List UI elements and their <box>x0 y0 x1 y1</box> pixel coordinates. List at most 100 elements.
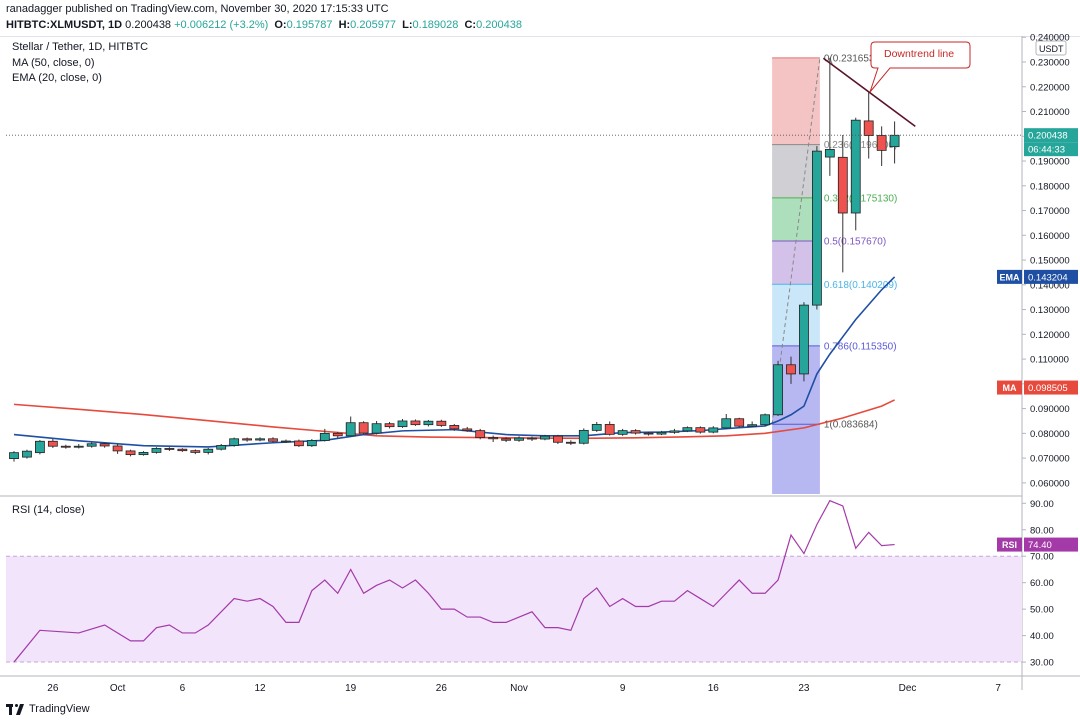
rsi-tick-label: 90.00 <box>1030 499 1054 510</box>
price-badge-value: 74.40 <box>1028 540 1052 551</box>
fib-trend-dashed <box>771 57 821 425</box>
candle-down[interactable] <box>358 422 369 434</box>
candle-up[interactable] <box>591 424 602 431</box>
candle-up[interactable] <box>812 150 822 306</box>
candle-up[interactable] <box>319 432 330 441</box>
candle-up[interactable] <box>397 420 408 428</box>
candle-down[interactable] <box>527 437 537 440</box>
fib-zone <box>772 57 820 145</box>
price-tick-label: 0.090000 <box>1030 404 1070 415</box>
candle-up[interactable] <box>86 443 97 447</box>
candle-up[interactable] <box>255 438 265 441</box>
rsi-legend[interactable]: RSI (14, close) <box>12 504 85 516</box>
candle-up[interactable] <box>578 429 589 444</box>
candle-up[interactable] <box>35 440 45 454</box>
badge-tag-label: MA <box>1003 383 1017 393</box>
candle-down[interactable] <box>501 438 512 441</box>
price-tick-label: 0.110000 <box>1030 355 1069 366</box>
open-value: 0.195787 <box>286 19 333 31</box>
candle-up[interactable] <box>138 452 149 456</box>
candle-up[interactable] <box>747 424 758 427</box>
candle-down[interactable] <box>99 443 110 447</box>
candle-up[interactable] <box>721 418 732 429</box>
candle-down[interactable] <box>190 450 201 453</box>
candle-down[interactable] <box>47 440 58 447</box>
candle-up[interactable] <box>760 414 770 426</box>
fib-level-label: 0.786(0.115350) <box>824 341 897 352</box>
high-value: 0.205977 <box>350 19 397 31</box>
price-tick-label: 0.180000 <box>1030 181 1070 192</box>
candle-up[interactable] <box>850 119 861 214</box>
rsi-line[interactable] <box>13 499 895 663</box>
ma-legend[interactable]: MA (50, close, 0) <box>12 57 95 69</box>
candle-down[interactable] <box>293 440 304 447</box>
candle-up[interactable] <box>203 448 214 453</box>
candle-down[interactable] <box>837 156 848 214</box>
candle-up[interactable] <box>229 438 240 446</box>
candle-down[interactable] <box>384 423 395 428</box>
candle-down[interactable] <box>553 435 563 443</box>
candle-down[interactable] <box>449 425 460 430</box>
candle-up[interactable] <box>371 423 382 434</box>
price-badge <box>1024 537 1078 552</box>
candle-up[interactable] <box>669 430 680 433</box>
chart-title-legend: Stellar / Tether, 1D, HITBTC <box>12 41 149 53</box>
candle-up[interactable] <box>9 452 19 459</box>
annotation-callout[interactable] <box>869 41 971 93</box>
candle-down[interactable] <box>125 450 136 456</box>
candle-down[interactable] <box>734 418 745 427</box>
candle-up[interactable] <box>773 364 783 416</box>
candle-up[interactable] <box>73 445 84 448</box>
candle-up[interactable] <box>540 435 550 440</box>
candle-down[interactable] <box>268 438 278 442</box>
candle-down[interactable] <box>112 445 123 452</box>
candle-up[interactable] <box>306 440 317 447</box>
rsi-tick-label: 50.00 <box>1030 605 1054 616</box>
fib-zone <box>772 241 820 285</box>
footer: TradingView <box>6 703 90 715</box>
candle-up[interactable] <box>824 148 835 158</box>
downtrend-line[interactable] <box>822 57 916 128</box>
candle-down[interactable] <box>462 428 473 432</box>
ema-legend[interactable]: EMA (20, close, 0) <box>12 72 102 84</box>
candle-down[interactable] <box>630 430 641 434</box>
candle-down[interactable] <box>410 420 421 426</box>
candle-down[interactable] <box>436 420 447 426</box>
candle-down[interactable] <box>604 424 615 435</box>
candle-up[interactable] <box>345 422 356 437</box>
candle-up[interactable] <box>281 440 291 443</box>
candle-up[interactable] <box>708 427 719 433</box>
time-tick-label: Dec <box>899 683 917 694</box>
high-label: H: <box>338 19 351 31</box>
candle-down[interactable] <box>786 364 796 375</box>
time-tick-label: 16 <box>708 683 720 694</box>
candle-down[interactable] <box>643 432 654 435</box>
candle-down[interactable] <box>876 135 887 151</box>
fib-zone <box>772 284 820 346</box>
candle-down[interactable] <box>488 437 499 440</box>
candle-down[interactable] <box>695 427 706 433</box>
badge-tag <box>997 380 1022 395</box>
last-price: 0.200438 <box>125 19 172 31</box>
candle-up[interactable] <box>682 427 693 432</box>
candle-down[interactable] <box>863 120 874 136</box>
candle-up[interactable] <box>151 448 162 453</box>
candle-up[interactable] <box>799 304 809 375</box>
candle-down[interactable] <box>565 441 576 444</box>
candle-up[interactable] <box>216 445 227 450</box>
candle-up[interactable] <box>617 430 628 435</box>
time-tick-label: 12 <box>254 683 266 694</box>
fib-level-label: 0.618(0.140209) <box>824 280 897 291</box>
candle-up[interactable] <box>889 134 900 148</box>
candle-up[interactable] <box>514 437 524 441</box>
candle-up[interactable] <box>423 420 434 426</box>
candle-down[interactable] <box>332 432 343 437</box>
candle-down[interactable] <box>60 445 71 448</box>
candle-up[interactable] <box>22 450 32 458</box>
candle-down[interactable] <box>164 448 175 450</box>
candle-down[interactable] <box>475 430 486 438</box>
candle-down[interactable] <box>177 448 188 452</box>
candle-down[interactable] <box>242 438 253 441</box>
candle-up[interactable] <box>656 431 667 435</box>
